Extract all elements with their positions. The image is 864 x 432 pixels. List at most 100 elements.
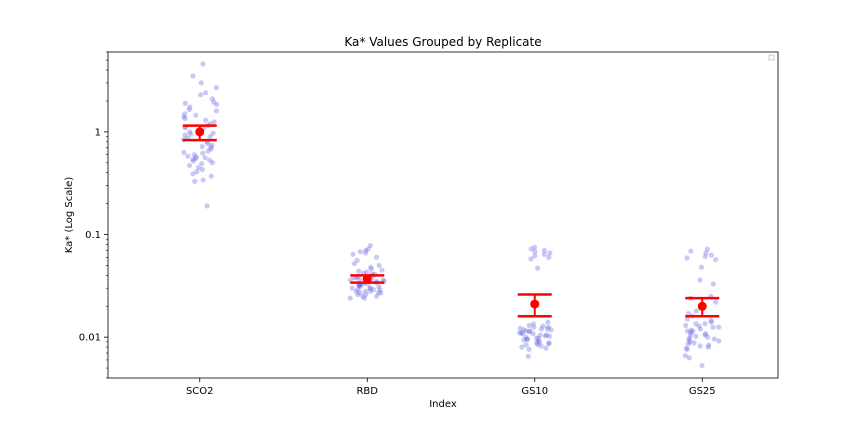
x-tick-label: SCO2 bbox=[186, 386, 214, 397]
data-point bbox=[208, 146, 214, 152]
data-point bbox=[190, 171, 196, 177]
data-point bbox=[527, 328, 533, 334]
data-point bbox=[535, 338, 541, 344]
data-point bbox=[686, 335, 693, 341]
data-point bbox=[213, 108, 220, 114]
data-point bbox=[538, 343, 544, 349]
data-point bbox=[687, 339, 693, 345]
data-point bbox=[193, 154, 199, 160]
x-tick-label: GS25 bbox=[689, 386, 716, 397]
plot-area bbox=[107, 51, 779, 379]
data-point bbox=[207, 133, 213, 140]
data-point bbox=[704, 246, 710, 252]
data-point bbox=[693, 321, 699, 327]
data-point bbox=[357, 284, 363, 290]
data-point bbox=[530, 321, 537, 327]
data-point bbox=[716, 338, 722, 344]
data-point bbox=[375, 290, 381, 296]
data-point bbox=[528, 256, 534, 262]
data-point bbox=[705, 344, 711, 350]
data-point bbox=[198, 80, 204, 86]
data-point bbox=[531, 244, 538, 250]
data-point bbox=[363, 247, 369, 254]
data-point bbox=[186, 162, 193, 169]
data-point bbox=[706, 342, 712, 348]
data-point bbox=[213, 84, 219, 91]
data-point bbox=[205, 140, 211, 147]
data-point bbox=[708, 317, 714, 324]
data-point bbox=[373, 254, 380, 260]
data-point bbox=[188, 131, 194, 137]
data-point bbox=[547, 250, 553, 256]
data-point bbox=[532, 253, 538, 259]
data-point bbox=[697, 277, 703, 283]
data-point bbox=[360, 293, 366, 299]
data-point bbox=[544, 326, 551, 332]
data-point bbox=[211, 99, 217, 105]
data-point bbox=[368, 266, 374, 272]
data-point bbox=[524, 336, 530, 343]
data-point bbox=[353, 288, 359, 294]
data-point bbox=[545, 319, 551, 325]
data-point bbox=[534, 340, 540, 346]
data-point bbox=[185, 153, 191, 159]
y-axis: 0.01 0.1 1 bbox=[79, 51, 108, 379]
data-point bbox=[367, 285, 374, 291]
data-point bbox=[519, 344, 525, 350]
data-point bbox=[376, 284, 382, 290]
data-point bbox=[362, 288, 369, 294]
data-point bbox=[710, 324, 716, 330]
data-point bbox=[713, 256, 719, 263]
y-tick-label: 0.1 bbox=[85, 230, 101, 241]
data-point bbox=[181, 149, 187, 156]
data-point bbox=[702, 253, 708, 260]
data-point bbox=[684, 316, 691, 322]
y-tick-label: 0.01 bbox=[79, 333, 101, 344]
data-point bbox=[187, 129, 193, 135]
data-point bbox=[351, 261, 357, 267]
data-point bbox=[368, 264, 374, 270]
data-point bbox=[526, 329, 532, 335]
data-point bbox=[542, 333, 549, 339]
data-point bbox=[685, 310, 692, 317]
data-point bbox=[546, 340, 552, 346]
data-point bbox=[703, 250, 709, 256]
data-point bbox=[541, 247, 548, 254]
data-point bbox=[349, 285, 355, 291]
data-point bbox=[192, 178, 198, 184]
data-point bbox=[537, 332, 543, 338]
data-point bbox=[705, 334, 711, 340]
data-point bbox=[517, 325, 523, 331]
data-point bbox=[546, 333, 553, 339]
data-point bbox=[365, 246, 371, 252]
data-point bbox=[685, 341, 691, 347]
data-point bbox=[363, 291, 369, 298]
data-point bbox=[377, 287, 383, 293]
data-point bbox=[523, 342, 529, 348]
data-point bbox=[199, 166, 205, 173]
data-point bbox=[208, 173, 214, 179]
data-point bbox=[355, 287, 361, 293]
data-point bbox=[203, 117, 209, 123]
data-point bbox=[210, 130, 216, 136]
data-point bbox=[516, 330, 523, 336]
data-point bbox=[523, 334, 529, 340]
data-point bbox=[702, 332, 708, 338]
data-point bbox=[186, 106, 192, 113]
data-point bbox=[207, 157, 213, 163]
data-point bbox=[533, 335, 540, 341]
data-point bbox=[543, 332, 550, 338]
data-point bbox=[716, 324, 722, 330]
data-point bbox=[195, 164, 202, 171]
legend-box bbox=[768, 54, 775, 61]
data-point bbox=[371, 287, 377, 293]
mean-marker bbox=[362, 274, 372, 284]
data-point bbox=[698, 264, 705, 270]
data-point bbox=[182, 115, 188, 122]
data-point bbox=[708, 252, 714, 258]
data-point bbox=[361, 295, 368, 301]
data-point bbox=[688, 248, 694, 254]
data-point bbox=[693, 333, 699, 339]
data-point bbox=[356, 268, 362, 274]
data-point bbox=[526, 346, 532, 352]
